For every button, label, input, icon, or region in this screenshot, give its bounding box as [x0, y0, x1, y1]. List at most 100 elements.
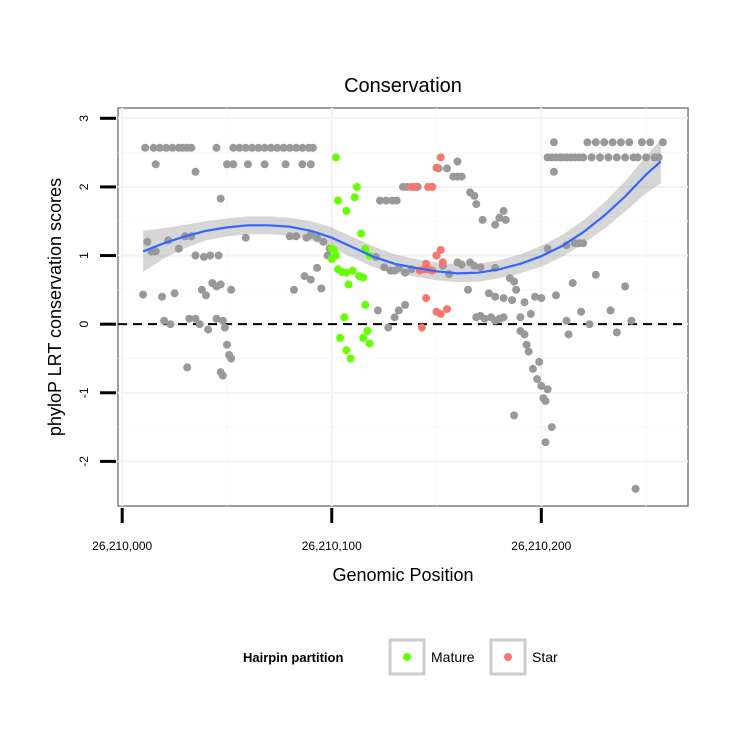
legend-label-star: Star [532, 649, 558, 665]
point-mature [342, 268, 351, 277]
point-other [522, 340, 531, 349]
point-other [248, 143, 257, 152]
point-mature [359, 333, 368, 342]
point-other [300, 272, 309, 281]
point-mature [327, 255, 336, 263]
points-group [139, 138, 667, 493]
point-other [453, 157, 462, 166]
point-other [516, 313, 525, 322]
point-other [535, 357, 544, 366]
point-other [541, 438, 550, 447]
point-mature [350, 193, 359, 202]
point-other [505, 274, 514, 283]
point-other [537, 381, 546, 390]
point-mature [359, 273, 368, 282]
point-other [654, 153, 663, 162]
point-other [528, 364, 537, 373]
legend-marker-star [504, 653, 512, 661]
point-other [401, 300, 410, 309]
point-mature [361, 244, 370, 253]
point-other [549, 167, 558, 176]
point-mature [363, 327, 372, 335]
point-other [508, 296, 516, 305]
point-other [541, 397, 550, 405]
smooth-trend-line [142, 160, 662, 275]
point-other [457, 172, 466, 181]
point-other [243, 160, 252, 169]
point-other [564, 330, 573, 339]
point-other [604, 153, 613, 162]
point-other [547, 423, 556, 432]
point-other [537, 294, 546, 303]
point-other [495, 213, 504, 222]
point-other [174, 244, 183, 253]
point-other [285, 232, 294, 241]
point-other [227, 354, 236, 363]
point-other [241, 143, 250, 152]
x-axis-title: Genomic Position [332, 565, 473, 585]
point-mature [346, 354, 355, 363]
point-star [422, 294, 431, 303]
point-other [658, 138, 667, 147]
point-other [218, 371, 227, 380]
point-other [373, 306, 382, 315]
point-other [292, 232, 301, 241]
legend-label-mature: Mature [431, 649, 475, 665]
point-other [526, 309, 535, 318]
point-other [162, 143, 171, 152]
point-other [520, 330, 529, 339]
point-other [470, 261, 479, 270]
point-other [499, 206, 508, 215]
point-other [229, 160, 238, 169]
point-other [533, 375, 542, 384]
point-other [583, 138, 592, 147]
point-other [612, 328, 621, 337]
point-other [158, 292, 166, 301]
point-other [306, 230, 315, 239]
point-other [260, 143, 269, 152]
point-other [484, 289, 493, 298]
point-other [457, 260, 466, 269]
point-other [285, 143, 294, 152]
point-other [491, 292, 500, 301]
point-other [199, 252, 208, 261]
legend-marker-mature [403, 653, 411, 661]
point-other [143, 237, 152, 246]
point-other [141, 143, 150, 152]
point-other [212, 143, 221, 152]
point-other [510, 411, 519, 420]
point-other [591, 270, 600, 279]
y-tick-label: 3 [77, 115, 91, 122]
legend-entries: Mature Star [388, 638, 558, 676]
legend-key-mature [388, 638, 426, 676]
point-other [223, 160, 231, 169]
point-other [375, 196, 384, 205]
legend-title: Hairpin partition [243, 650, 343, 665]
point-other [191, 167, 200, 176]
point-other [319, 237, 328, 246]
point-other [170, 289, 179, 298]
point-other [168, 143, 177, 152]
x-tick-label: 26,210,000 [92, 539, 152, 553]
point-other [606, 306, 615, 315]
point-other [470, 191, 479, 200]
point-other [499, 294, 508, 303]
point-other [642, 153, 651, 162]
point-other [155, 143, 164, 152]
point-other [464, 285, 472, 294]
point-mature [365, 339, 374, 348]
point-other [394, 306, 403, 315]
point-mature [334, 196, 342, 205]
point-other [187, 143, 196, 152]
point-other [183, 363, 192, 372]
point-other [501, 215, 510, 224]
point-other [637, 138, 646, 147]
point-other [308, 143, 317, 152]
point-other [306, 275, 315, 284]
point-other [543, 385, 552, 394]
y-tick-label: 1 [77, 252, 91, 259]
y-tick-label: -1 [77, 387, 91, 398]
point-other [151, 160, 160, 169]
point-other [235, 143, 244, 152]
